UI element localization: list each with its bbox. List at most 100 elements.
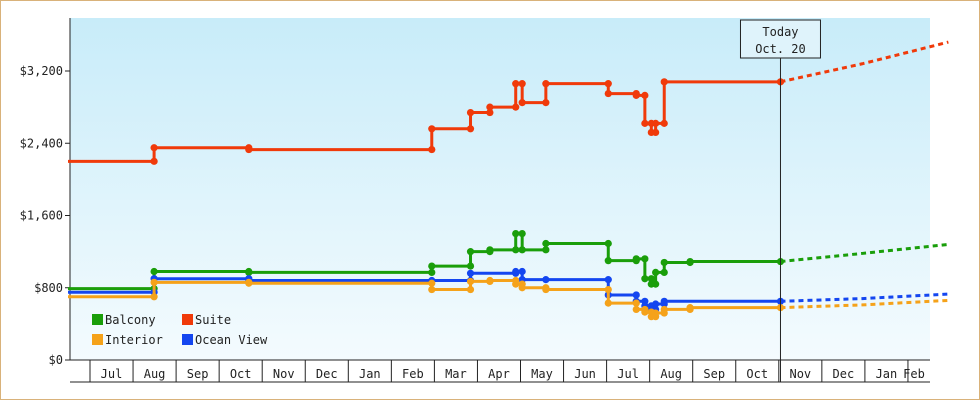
series-point <box>652 309 660 317</box>
series-point <box>245 279 253 287</box>
plot-area <box>70 18 930 360</box>
x-tick-label: Feb <box>903 367 925 381</box>
x-tick-label: Mar <box>445 367 467 381</box>
series-point <box>512 103 520 111</box>
series-point <box>604 239 612 248</box>
series-point <box>652 128 660 137</box>
x-tick-label: Sep <box>187 367 209 381</box>
series-point <box>428 279 436 287</box>
series-point <box>150 267 158 276</box>
series-point <box>660 119 668 127</box>
series-point <box>428 268 436 276</box>
series-point <box>542 80 550 88</box>
series-point <box>604 299 612 307</box>
x-tick-label: Apr <box>488 367 510 381</box>
legend-label: Interior <box>105 333 163 347</box>
series-point <box>632 291 640 299</box>
series-point <box>150 278 158 286</box>
series-point <box>652 280 660 288</box>
series-projection-suite <box>780 40 949 84</box>
x-tick-label: Jan <box>359 367 381 381</box>
series-point <box>518 284 526 292</box>
x-tick-label: May <box>531 367 553 381</box>
x-tick-label: Dec <box>833 367 855 381</box>
series-point <box>245 145 253 154</box>
series-point <box>466 269 475 277</box>
today-date: Oct. 20 <box>755 42 806 56</box>
series-point <box>641 275 649 283</box>
series-point <box>652 119 660 127</box>
series-point <box>512 246 520 254</box>
x-tick-label: Oct <box>746 367 768 381</box>
series-point <box>428 262 436 270</box>
series-point <box>632 255 640 263</box>
y-tick-label: $3,200 <box>20 64 63 78</box>
series-point <box>486 103 494 111</box>
series-point <box>542 276 550 284</box>
x-tick-label: Feb <box>402 367 424 381</box>
series-point <box>512 267 520 276</box>
series-point <box>245 268 253 276</box>
series-point <box>660 258 668 267</box>
x-tick-label: Jul <box>617 367 639 381</box>
y-tick-label: $0 <box>49 353 63 367</box>
x-tick-label: Nov <box>789 367 811 381</box>
series-point <box>686 304 694 312</box>
series-point <box>486 276 494 285</box>
series-point <box>660 297 668 305</box>
x-tick-label: Jul <box>101 367 123 381</box>
series-projection-ocean-view <box>780 292 949 303</box>
today-label: Today <box>762 25 798 39</box>
series-point <box>486 246 494 254</box>
legend-label: Suite <box>195 313 231 327</box>
series-point <box>518 99 526 107</box>
series-point <box>652 300 660 308</box>
series-point <box>632 299 640 307</box>
series-point <box>641 308 649 316</box>
series-point <box>604 276 612 284</box>
series-point <box>150 157 158 165</box>
legend-label: Balcony <box>105 313 156 327</box>
legend-label: Ocean View <box>195 333 268 347</box>
series-point <box>150 144 158 152</box>
x-tick-label: Jun <box>574 367 596 381</box>
legend-swatch <box>92 334 103 345</box>
x-tick-label: Aug <box>144 367 166 381</box>
series-point <box>518 246 526 254</box>
series-point <box>660 78 668 86</box>
series-point <box>428 285 436 294</box>
y-tick-label: $1,600 <box>20 209 63 223</box>
series-point <box>466 125 475 133</box>
series-point <box>542 246 550 254</box>
series-point <box>542 99 550 107</box>
series-point <box>660 268 668 276</box>
series-point <box>641 255 649 263</box>
series-point <box>641 119 649 127</box>
series-point <box>518 229 526 238</box>
series-point <box>466 285 475 294</box>
series-point <box>604 257 612 265</box>
series-point <box>466 262 475 270</box>
legend-swatch <box>92 314 103 325</box>
series-point <box>647 275 655 283</box>
series-point <box>542 239 550 248</box>
series-point <box>512 280 520 288</box>
x-tick-label: Aug <box>660 367 682 381</box>
series-point <box>542 285 550 294</box>
series-point <box>428 145 436 154</box>
series-point <box>632 91 640 99</box>
series-point <box>604 80 612 88</box>
series-projection-interior <box>780 298 949 310</box>
series-point <box>150 293 158 301</box>
series-point <box>604 285 612 294</box>
series-point <box>518 267 526 276</box>
series-point <box>632 305 640 314</box>
x-tick-label: Nov <box>273 367 295 381</box>
series-point <box>466 277 475 286</box>
series-point <box>686 257 694 266</box>
series-point <box>660 305 668 314</box>
legend-swatch <box>182 314 193 325</box>
x-tick-label: Sep <box>703 367 725 381</box>
series-point <box>466 248 475 256</box>
